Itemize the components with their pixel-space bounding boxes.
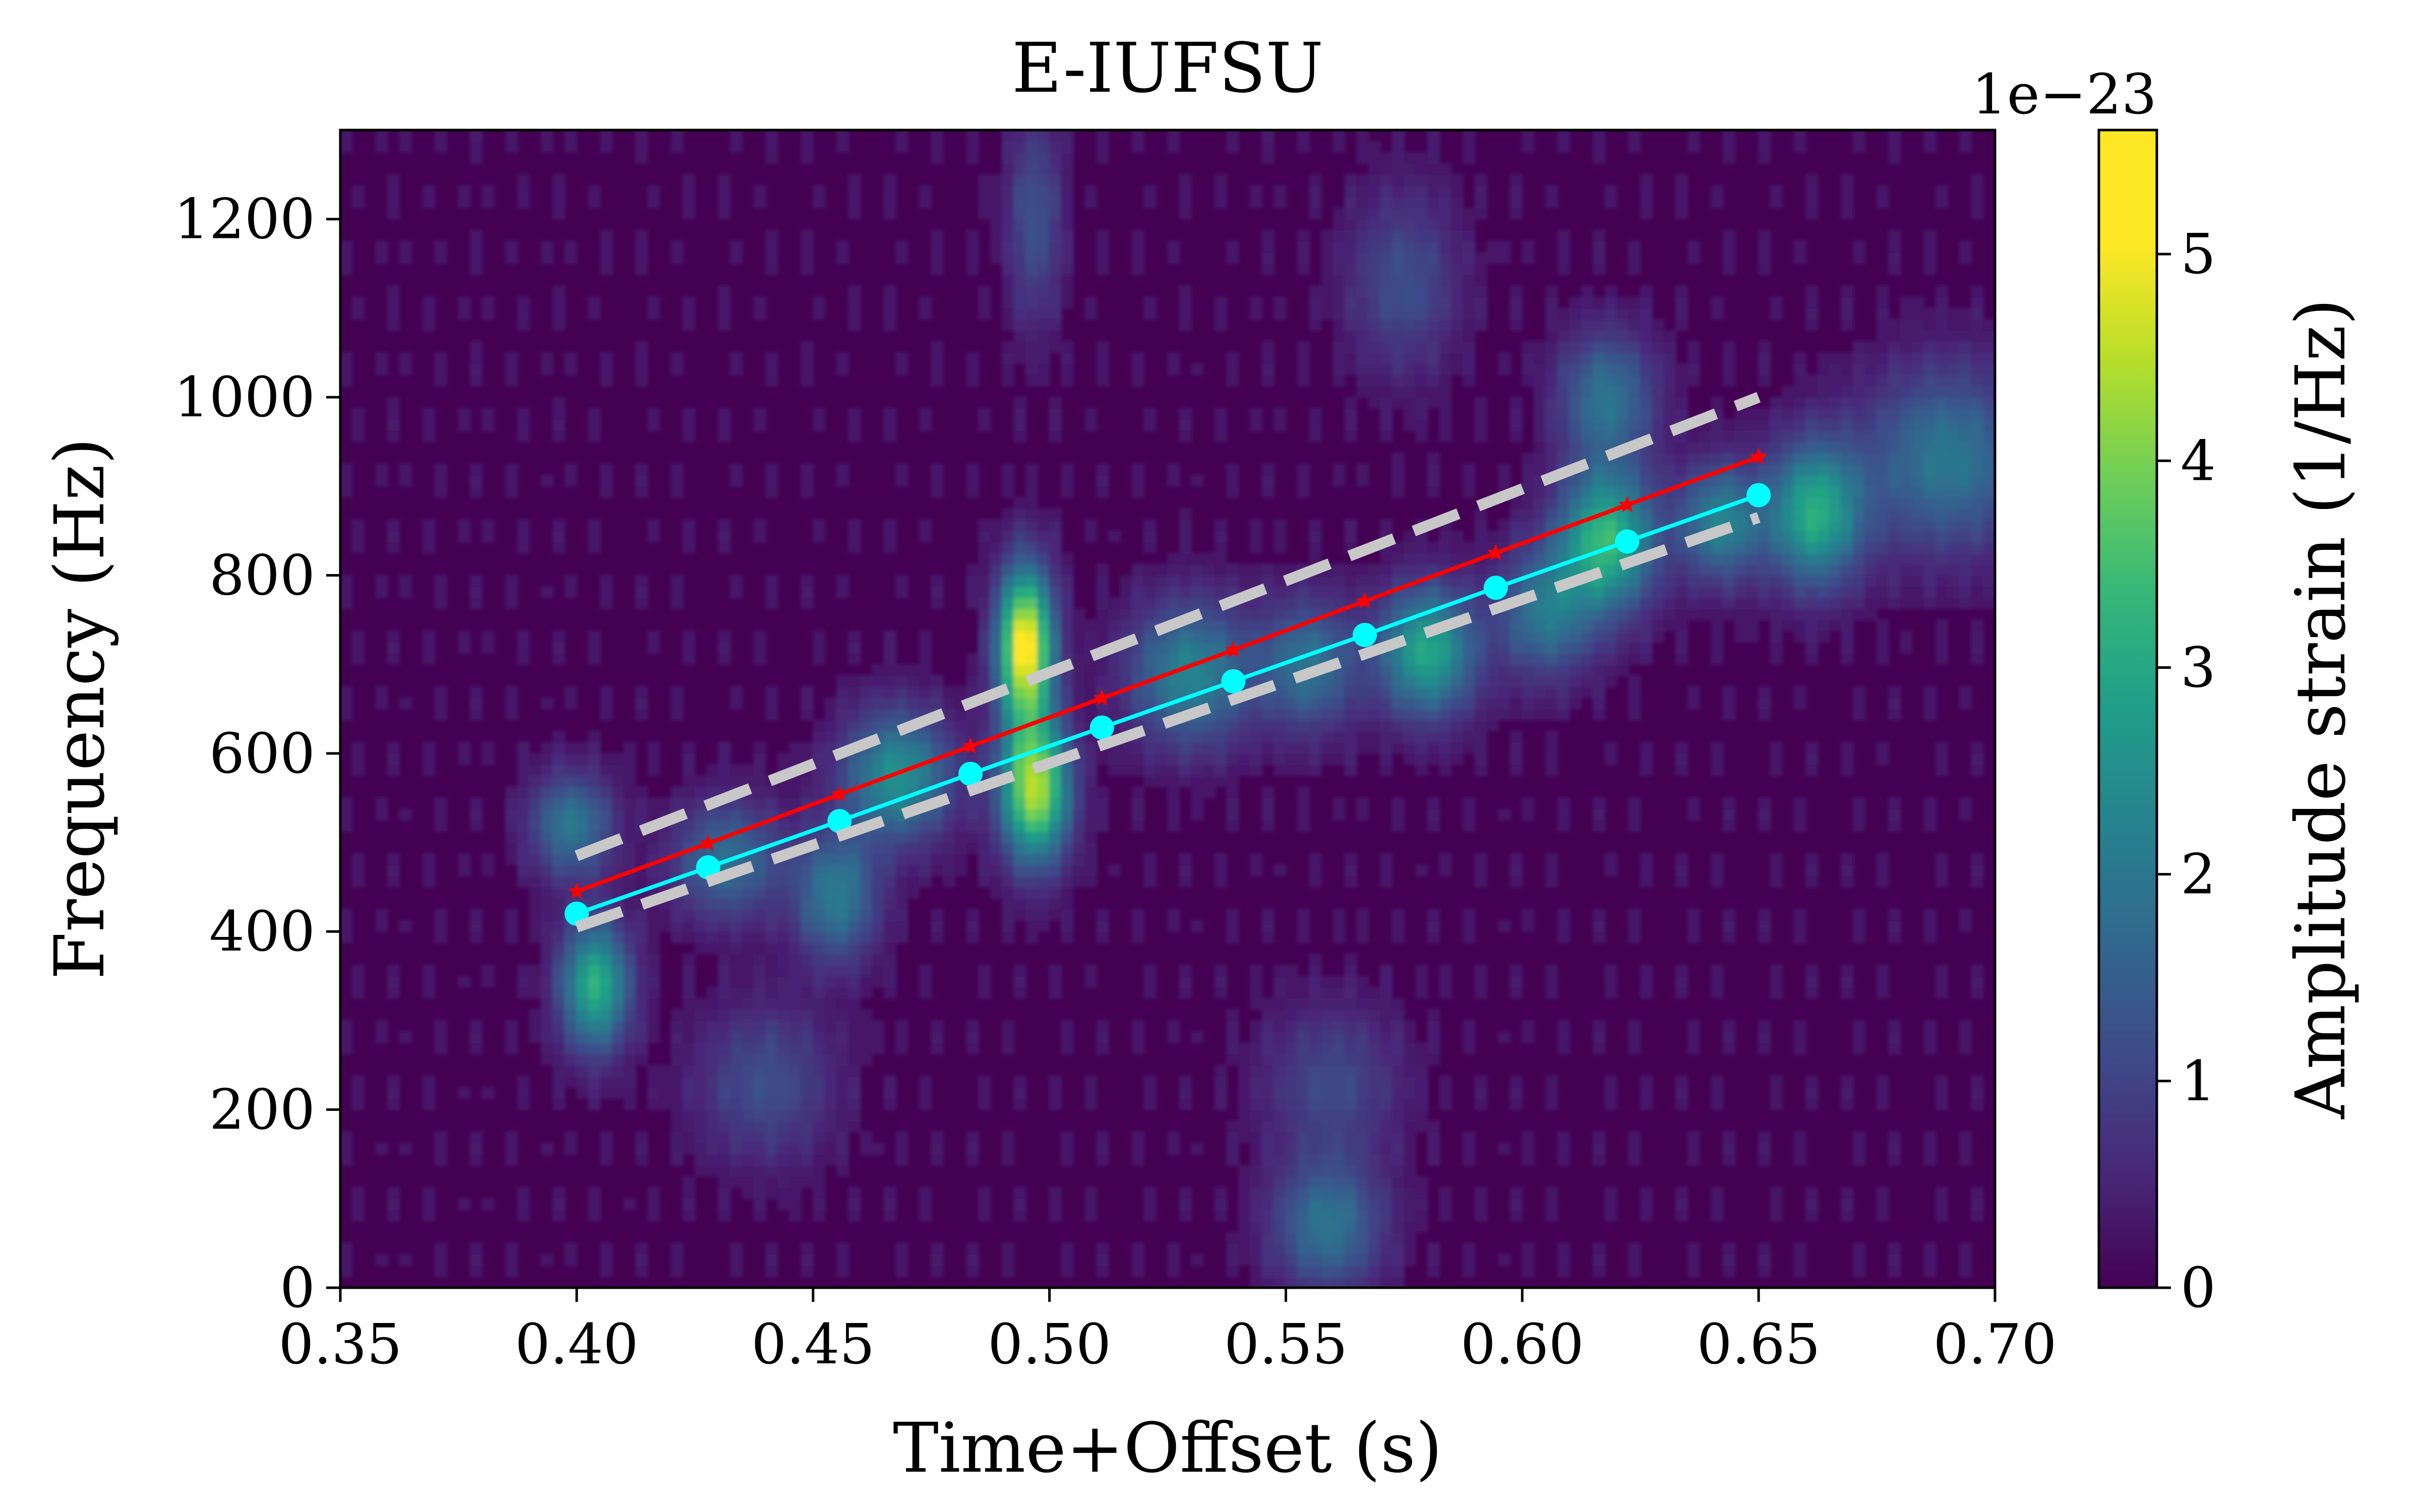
track-lines <box>564 392 1771 932</box>
x-tick-label: 0.70 <box>1933 1312 2057 1376</box>
track-marker-1 <box>1483 576 1508 600</box>
x-tick-label: 0.65 <box>1697 1312 1821 1376</box>
track-marker-0 <box>831 785 849 802</box>
track-marker-0 <box>1093 689 1111 706</box>
track-marker-0 <box>1225 641 1242 658</box>
track-marker-1 <box>827 809 852 834</box>
track-marker-0 <box>1356 592 1374 609</box>
track-line-1 <box>576 493 1760 916</box>
y-tick-label: 200 <box>209 1078 315 1142</box>
y-tick-label: 800 <box>209 543 315 607</box>
track-marker-1 <box>696 855 720 880</box>
x-tick-label: 0.45 <box>751 1312 875 1376</box>
colorbar-exponent: 1e−23 <box>1972 62 2157 127</box>
x-axis-label: Time+Offset (s) <box>893 1409 1442 1488</box>
track-marker-1 <box>958 762 983 786</box>
track-marker-0 <box>1750 448 1768 464</box>
track-line-3 <box>575 512 1761 932</box>
x-tick-label: 0.50 <box>988 1312 1111 1376</box>
track-line-2 <box>574 392 1761 861</box>
y-axis: 0 200 400 600 800 1000 1200 <box>174 187 340 1320</box>
track-marker-0 <box>568 882 585 899</box>
x-tick-label: 0.60 <box>1461 1312 1584 1376</box>
x-tick-label: 0.55 <box>1224 1312 1348 1376</box>
y-axis-label: Frequency (Hz) <box>40 437 120 979</box>
track-marker-0 <box>699 834 717 851</box>
colorbar-label: Amplitude strain (1/Hz) <box>2281 298 2361 1119</box>
chart-title: E-IUFSU <box>1012 29 1323 108</box>
track-marker-1 <box>1090 715 1114 740</box>
track-marker-0 <box>1487 544 1504 560</box>
colorbar-tick-label: 4 <box>2181 428 2216 493</box>
track-line-0 <box>576 455 1760 894</box>
y-tick-label: 600 <box>209 721 315 786</box>
colorbar-tick-label: 0 <box>2181 1255 2216 1320</box>
colorbar-tick-label: 3 <box>2181 635 2216 700</box>
x-tick-label: 0.40 <box>515 1312 638 1376</box>
plot-frame <box>339 129 1996 1289</box>
colorbar: 0 1 2 3 4 5 1e−23 Amplitude strain (1/Hz) <box>1972 62 2361 1320</box>
colorbar-tick-label: 1 <box>2181 1049 2216 1113</box>
x-tick-label: 0.35 <box>279 1312 402 1376</box>
plot-area <box>339 129 1996 1289</box>
track-marker-0 <box>961 737 980 754</box>
colorbar-frame <box>2097 129 2158 1289</box>
colorbar-tick-label: 5 <box>2181 222 2216 286</box>
y-tick-label: 1200 <box>174 187 315 251</box>
track-marker-1 <box>1746 483 1771 508</box>
x-axis: 0.35 0.40 0.45 0.50 0.55 0.60 0.65 0.70 <box>279 1288 2057 1376</box>
colorbar-gradient <box>2099 130 2157 1288</box>
track-marker-1 <box>1353 622 1377 647</box>
track-marker-1 <box>1221 669 1246 694</box>
y-tick-label: 1000 <box>174 365 315 429</box>
y-tick-label: 0 <box>280 1255 315 1320</box>
track-marker-0 <box>1618 495 1636 513</box>
colorbar-ticks: 0 1 2 3 4 5 <box>2157 222 2216 1320</box>
colorbar-tick-label: 2 <box>2181 842 2216 907</box>
track-marker-1 <box>1615 529 1640 554</box>
y-tick-label: 400 <box>209 899 315 964</box>
